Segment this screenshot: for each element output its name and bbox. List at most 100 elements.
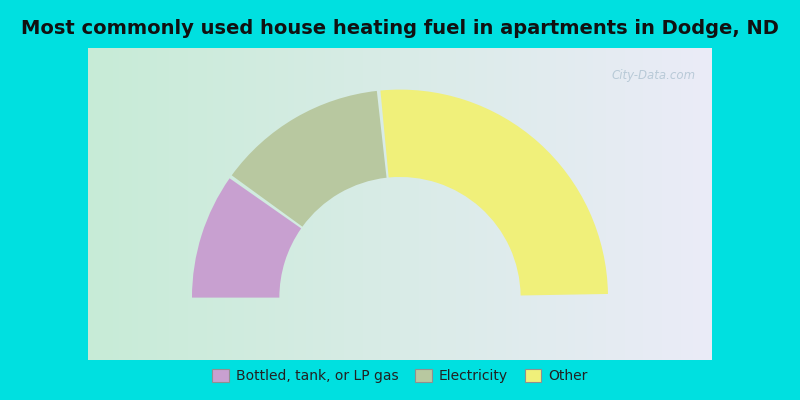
- Bar: [650, 48, 658, 360]
- Bar: [188, 48, 196, 360]
- Bar: [637, 48, 646, 360]
- Bar: [213, 48, 221, 360]
- Bar: [250, 48, 258, 360]
- Bar: [431, 48, 439, 360]
- Bar: [126, 48, 134, 360]
- Bar: [668, 48, 677, 360]
- Bar: [182, 48, 190, 360]
- Bar: [618, 48, 626, 360]
- Bar: [369, 48, 377, 360]
- Text: City-Data.com: City-Data.com: [611, 69, 695, 82]
- Bar: [94, 48, 102, 360]
- Wedge shape: [192, 178, 301, 298]
- Bar: [694, 48, 702, 360]
- Bar: [643, 48, 652, 360]
- Bar: [425, 48, 434, 360]
- Bar: [269, 48, 278, 360]
- Bar: [681, 48, 689, 360]
- Bar: [101, 48, 109, 360]
- Bar: [512, 48, 521, 360]
- Bar: [518, 48, 527, 360]
- Bar: [175, 48, 184, 360]
- Bar: [706, 48, 714, 360]
- Bar: [400, 48, 408, 360]
- Bar: [456, 48, 465, 360]
- Bar: [406, 48, 414, 360]
- Bar: [574, 48, 583, 360]
- Bar: [687, 48, 695, 360]
- Bar: [319, 48, 327, 360]
- Bar: [487, 48, 496, 360]
- Bar: [106, 48, 115, 360]
- Bar: [325, 48, 334, 360]
- Bar: [226, 48, 234, 360]
- Bar: [525, 48, 533, 360]
- Bar: [569, 48, 577, 360]
- Bar: [606, 48, 614, 360]
- Bar: [306, 48, 314, 360]
- Bar: [282, 48, 290, 360]
- Bar: [387, 48, 396, 360]
- Bar: [169, 48, 178, 360]
- Bar: [494, 48, 502, 360]
- Bar: [350, 48, 358, 360]
- Bar: [444, 48, 452, 360]
- Bar: [394, 48, 402, 360]
- Bar: [113, 48, 122, 360]
- Bar: [88, 48, 96, 360]
- Bar: [438, 48, 446, 360]
- Bar: [506, 48, 514, 360]
- Bar: [656, 48, 664, 360]
- Bar: [206, 48, 215, 360]
- Bar: [313, 48, 321, 360]
- Bar: [543, 48, 552, 360]
- Bar: [356, 48, 365, 360]
- Bar: [275, 48, 283, 360]
- Bar: [450, 48, 458, 360]
- Bar: [219, 48, 227, 360]
- Bar: [288, 48, 296, 360]
- Bar: [538, 48, 546, 360]
- Bar: [418, 48, 427, 360]
- Bar: [132, 48, 140, 360]
- Bar: [413, 48, 421, 360]
- Bar: [294, 48, 302, 360]
- Bar: [144, 48, 153, 360]
- Bar: [594, 48, 602, 360]
- Bar: [481, 48, 490, 360]
- Bar: [262, 48, 271, 360]
- Bar: [163, 48, 171, 360]
- Bar: [244, 48, 252, 360]
- Bar: [674, 48, 683, 360]
- Bar: [612, 48, 621, 360]
- Bar: [231, 48, 240, 360]
- Wedge shape: [232, 91, 386, 227]
- Bar: [500, 48, 508, 360]
- Bar: [475, 48, 483, 360]
- Bar: [344, 48, 352, 360]
- Wedge shape: [381, 90, 608, 296]
- Bar: [631, 48, 639, 360]
- Bar: [382, 48, 390, 360]
- Bar: [331, 48, 340, 360]
- Bar: [300, 48, 309, 360]
- Bar: [625, 48, 633, 360]
- Bar: [469, 48, 477, 360]
- Bar: [238, 48, 246, 360]
- Bar: [119, 48, 127, 360]
- Bar: [138, 48, 146, 360]
- Bar: [662, 48, 670, 360]
- Bar: [531, 48, 539, 360]
- Bar: [581, 48, 590, 360]
- Text: Most commonly used house heating fuel in apartments in Dodge, ND: Most commonly used house heating fuel in…: [21, 19, 779, 38]
- Bar: [200, 48, 209, 360]
- Bar: [562, 48, 570, 360]
- Bar: [362, 48, 371, 360]
- Legend: Bottled, tank, or LP gas, Electricity, Other: Bottled, tank, or LP gas, Electricity, O…: [212, 369, 588, 383]
- Bar: [257, 48, 265, 360]
- Bar: [550, 48, 558, 360]
- Bar: [150, 48, 158, 360]
- Bar: [157, 48, 165, 360]
- Bar: [556, 48, 564, 360]
- Bar: [600, 48, 608, 360]
